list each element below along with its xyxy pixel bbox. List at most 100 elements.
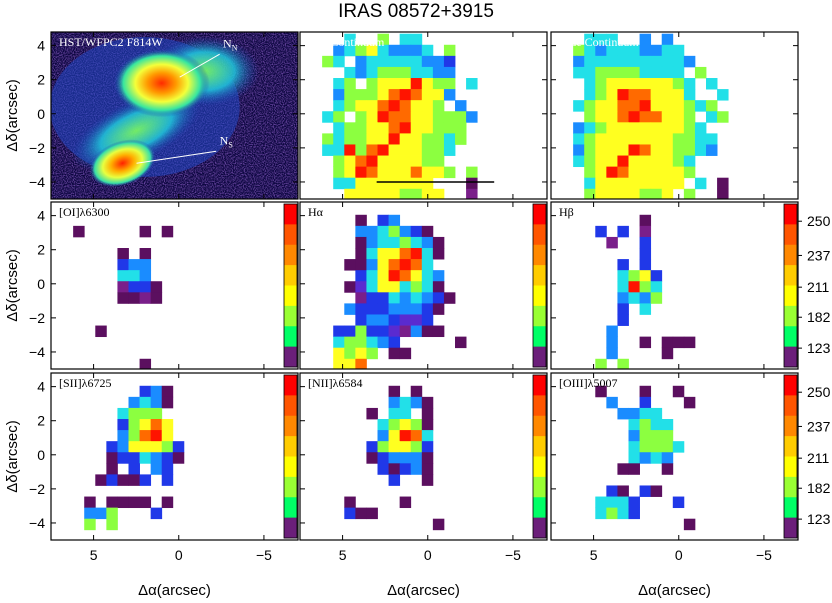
spaxel xyxy=(466,178,477,189)
spaxel xyxy=(640,100,651,111)
spaxel xyxy=(662,56,673,67)
spaxel xyxy=(640,67,651,78)
spaxel xyxy=(84,519,95,530)
spaxel xyxy=(422,419,433,430)
spaxel xyxy=(673,133,684,144)
spaxel xyxy=(355,248,366,259)
spaxel xyxy=(140,281,151,292)
spaxel xyxy=(717,178,728,189)
spaxel xyxy=(366,100,377,111)
spaxel xyxy=(433,111,444,122)
spaxel xyxy=(606,144,617,155)
spaxel xyxy=(400,45,411,56)
spaxel xyxy=(411,45,422,56)
colorbar-segment xyxy=(784,436,797,457)
spaxel xyxy=(366,348,377,359)
colorbar-segment xyxy=(533,286,546,307)
spaxel xyxy=(662,144,673,155)
spaxel xyxy=(140,386,151,397)
x-tick-label: 5 xyxy=(590,547,598,563)
spaxel xyxy=(151,463,162,474)
spaxel xyxy=(684,156,695,167)
spaxel xyxy=(640,397,651,408)
spaxel xyxy=(366,281,377,292)
spaxel xyxy=(629,178,640,189)
spaxel xyxy=(617,89,628,100)
spaxel xyxy=(84,497,95,508)
colorbar-tick-label: 211 xyxy=(807,279,830,295)
spaxel xyxy=(366,133,377,144)
spaxel xyxy=(695,144,706,155)
y-tick-label: −4 xyxy=(29,515,45,531)
spaxel xyxy=(162,397,173,408)
spaxel xyxy=(651,430,662,441)
figure-title: IRAS 08572+3915 xyxy=(338,1,494,22)
spaxel xyxy=(629,292,640,303)
x-tick-label: 0 xyxy=(675,547,683,563)
x-tick-label: 5 xyxy=(90,547,98,563)
spaxel xyxy=(400,178,411,189)
spaxel xyxy=(400,34,411,45)
spaxel xyxy=(617,56,628,67)
spaxel xyxy=(366,144,377,155)
spaxel xyxy=(640,144,651,155)
spaxel xyxy=(433,122,444,133)
x-axis-label: Δα(arcsec) xyxy=(138,582,211,599)
spaxel xyxy=(333,156,344,167)
spaxel xyxy=(106,497,117,508)
spaxel xyxy=(140,248,151,259)
spaxel xyxy=(422,156,433,167)
spaxel xyxy=(673,111,684,122)
spaxel xyxy=(717,111,728,122)
y-tick-label: 0 xyxy=(37,106,45,122)
spaxel xyxy=(629,419,640,430)
spaxel xyxy=(411,144,422,155)
spaxel xyxy=(355,178,366,189)
spaxel xyxy=(400,156,411,167)
spaxel xyxy=(422,100,433,111)
colorbar-segment xyxy=(784,326,797,347)
panel-plot-area xyxy=(300,373,547,540)
spaxel xyxy=(617,463,628,474)
spaxel xyxy=(422,167,433,178)
spaxel xyxy=(422,78,433,89)
spaxel xyxy=(673,100,684,111)
spaxel xyxy=(617,497,628,508)
spaxel xyxy=(162,463,173,474)
colorbar-segment xyxy=(533,245,546,266)
spaxel xyxy=(584,56,595,67)
colorbar-tick-label: 123 xyxy=(807,340,831,356)
spaxel xyxy=(422,122,433,133)
spaxel xyxy=(629,100,640,111)
panel-5: Hα xyxy=(300,202,547,370)
panel-plot-area xyxy=(51,202,298,370)
spaxel xyxy=(606,67,617,78)
spaxel xyxy=(651,156,662,167)
spaxel xyxy=(389,100,400,111)
spaxel xyxy=(684,167,695,178)
spaxel xyxy=(389,167,400,178)
panel-plot-area xyxy=(551,202,798,370)
spaxel xyxy=(466,167,477,178)
spaxel xyxy=(617,408,628,419)
spaxel xyxy=(422,303,433,314)
spaxel xyxy=(411,397,422,408)
spaxel xyxy=(640,408,651,419)
spaxel xyxy=(333,144,344,155)
spaxel xyxy=(662,122,673,133)
spaxel xyxy=(673,67,684,78)
spaxel xyxy=(151,397,162,408)
spaxel xyxy=(400,111,411,122)
colorbar-segment xyxy=(784,477,797,498)
spaxel xyxy=(344,89,355,100)
spaxel xyxy=(411,133,422,144)
spaxel xyxy=(129,292,140,303)
spaxel xyxy=(378,167,389,178)
spaxel xyxy=(433,248,444,259)
colorbar-segment xyxy=(784,457,797,478)
spaxel xyxy=(355,326,366,337)
colorbar-segment xyxy=(284,224,297,245)
spaxel xyxy=(629,463,640,474)
spaxel xyxy=(333,56,344,67)
colorbar-segment xyxy=(284,245,297,266)
